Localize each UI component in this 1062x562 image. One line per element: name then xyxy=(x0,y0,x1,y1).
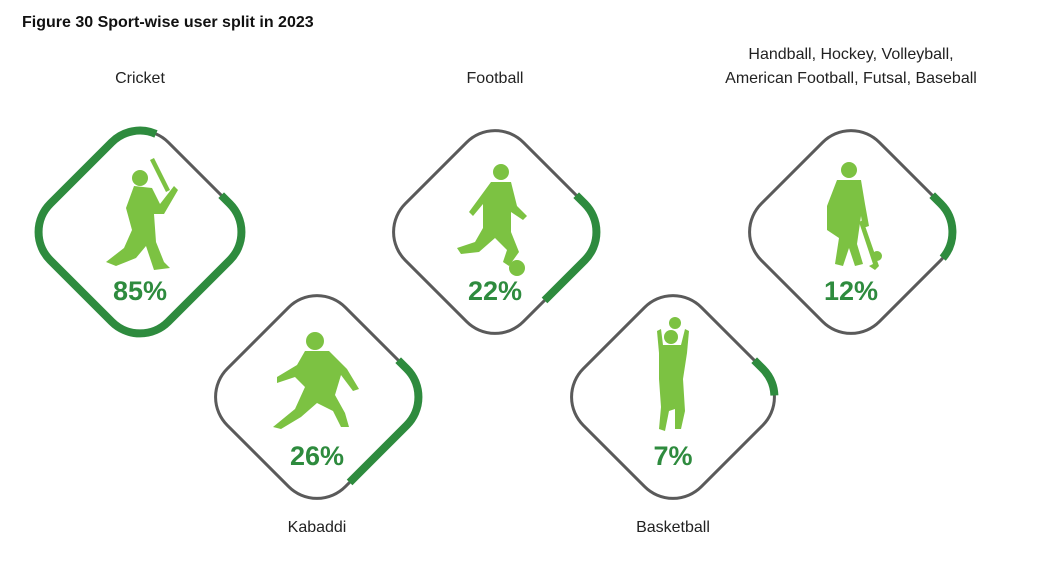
progress-arc xyxy=(389,126,601,338)
percent-label: 22% xyxy=(468,276,522,306)
kabaddi-player-icon xyxy=(273,332,359,429)
percent-label: 85% xyxy=(113,276,167,306)
sport-card-cricket: 85% Cricket xyxy=(34,70,246,338)
sport-card-handball: 12% Handball, Hockey, Volleyball, American… xyxy=(725,46,977,338)
cricket-batsman-icon xyxy=(106,158,178,270)
figure-title: Figure 30 Sport-wise user split in 2023 xyxy=(22,14,314,31)
basketball-player-icon xyxy=(657,317,689,431)
sport-card-basketball: 7% Basketball xyxy=(567,291,779,536)
percent-label: 7% xyxy=(653,441,692,471)
progress-arc xyxy=(34,126,246,338)
category-label: Cricket xyxy=(115,70,165,87)
progress-arc xyxy=(211,291,423,503)
category-label: American Football, Futsal, Baseball xyxy=(725,70,977,87)
percent-label: 26% xyxy=(290,441,344,471)
football-player-icon xyxy=(457,164,527,276)
sport-card-kabaddi: 26% Kabaddi xyxy=(211,291,423,536)
category-label: Kabaddi xyxy=(288,519,347,536)
category-label: Basketball xyxy=(636,519,710,536)
sport-card-football: 22% Football xyxy=(389,70,601,338)
category-label: Football xyxy=(467,70,524,87)
category-label: Handball, Hockey, Volleyball, xyxy=(748,46,953,63)
hockey-player-icon xyxy=(827,162,882,270)
percent-label: 12% xyxy=(824,276,878,306)
